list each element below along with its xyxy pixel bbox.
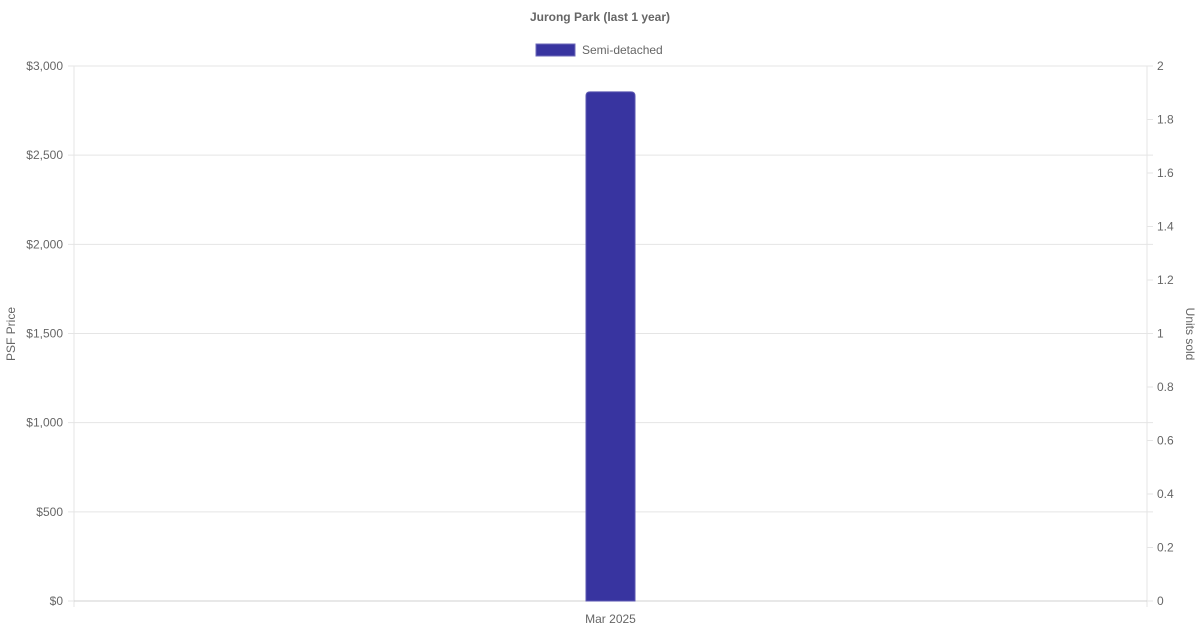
y-tick-label: $2,000 (26, 237, 63, 251)
y2-tick-label: 0.8 (1157, 380, 1174, 394)
y2-tick-label: 0.2 (1157, 541, 1174, 555)
y2-tick-label: 1.6 (1157, 166, 1174, 180)
y-tick-label: $500 (36, 505, 63, 519)
y2-tick-label: 1.8 (1157, 113, 1174, 127)
x-tick-label: Mar 2025 (585, 612, 636, 626)
y-axis-label: PSF Price (4, 307, 18, 361)
y2-tick-label: 1.4 (1157, 220, 1174, 234)
y2-tick-label: 0.6 (1157, 434, 1174, 448)
y2-tick-label: 0 (1157, 594, 1164, 608)
chart-title: Jurong Park (last 1 year) (530, 10, 670, 24)
legend-swatch[interactable] (535, 43, 576, 57)
y2-tick-label: 0.4 (1157, 487, 1174, 501)
legend-label[interactable]: Semi-detached (582, 43, 663, 57)
y2-tick-label: 2 (1157, 59, 1164, 73)
y-tick-label: $0 (50, 594, 64, 608)
y2-tick-label: 1 (1157, 327, 1164, 341)
y-tick-label: $1,000 (26, 416, 63, 430)
y2-tick-label: 1.2 (1157, 273, 1174, 287)
bar[interactable] (585, 91, 636, 602)
y-tick-label: $2,500 (26, 148, 63, 162)
y-tick-label: $1,500 (26, 327, 63, 341)
y2-axis-label: Units sold (1183, 308, 1197, 361)
y-tick-label: $3,000 (26, 59, 63, 73)
